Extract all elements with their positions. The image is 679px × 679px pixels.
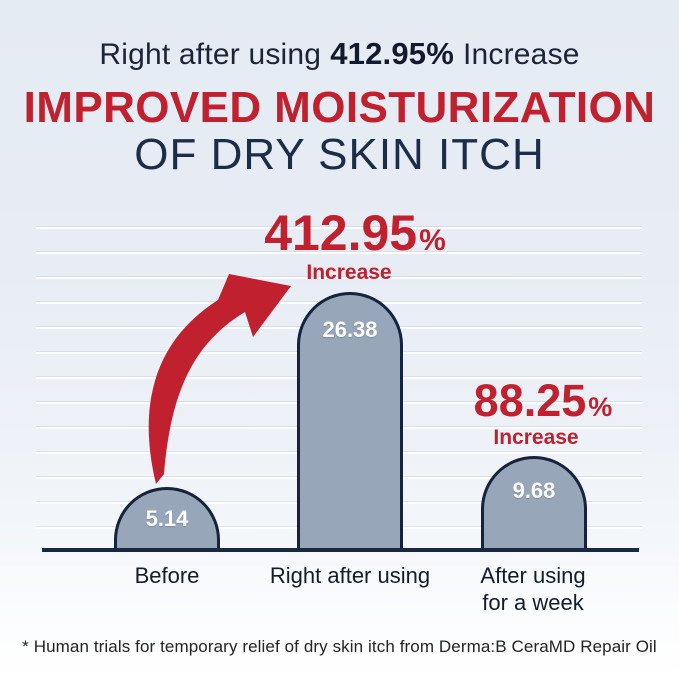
chart-baseline xyxy=(42,548,639,552)
annotation-increase-label: Increase xyxy=(306,261,392,284)
x-axis-label-right-after-using: Right after using xyxy=(269,563,431,588)
bar-right-after-using: 26.38 xyxy=(297,292,403,548)
bar-value-label: 26.38 xyxy=(322,317,378,342)
x-axis-label-before: Before xyxy=(134,563,200,588)
header-prefix: Right after using xyxy=(99,38,322,71)
percent-sign: % xyxy=(419,224,446,257)
page-title-line1: IMPROVED MOISTURIZATION xyxy=(23,83,656,132)
header-suffix: Increase xyxy=(462,38,580,71)
bar-value-label: 5.14 xyxy=(145,506,189,531)
page-title-line2: OF DRY SKIN ITCH xyxy=(134,130,545,179)
header-line: Right after using 412.95% Increase xyxy=(0,36,679,72)
bar-value-label: 9.68 xyxy=(512,478,556,503)
bar-after-using-for-a-week: 9.68 xyxy=(481,456,587,548)
percent-sign: % xyxy=(588,392,613,422)
header-highlight-value: 412.95% xyxy=(330,36,454,71)
footnote-text: * Human trials for temporary relief of d… xyxy=(22,637,657,656)
annotation-percent-increase-secondary: 88.25 % xyxy=(443,378,643,423)
annotation-percent-increase-main: 412.95 % xyxy=(255,208,455,258)
annotation-increase-label: Increase xyxy=(493,426,579,449)
annotation-value: 412.95 xyxy=(264,205,418,261)
annotation-value: 88.25 xyxy=(473,375,587,426)
x-axis-label-after-using-for-a-week: After using for a week xyxy=(480,563,586,615)
